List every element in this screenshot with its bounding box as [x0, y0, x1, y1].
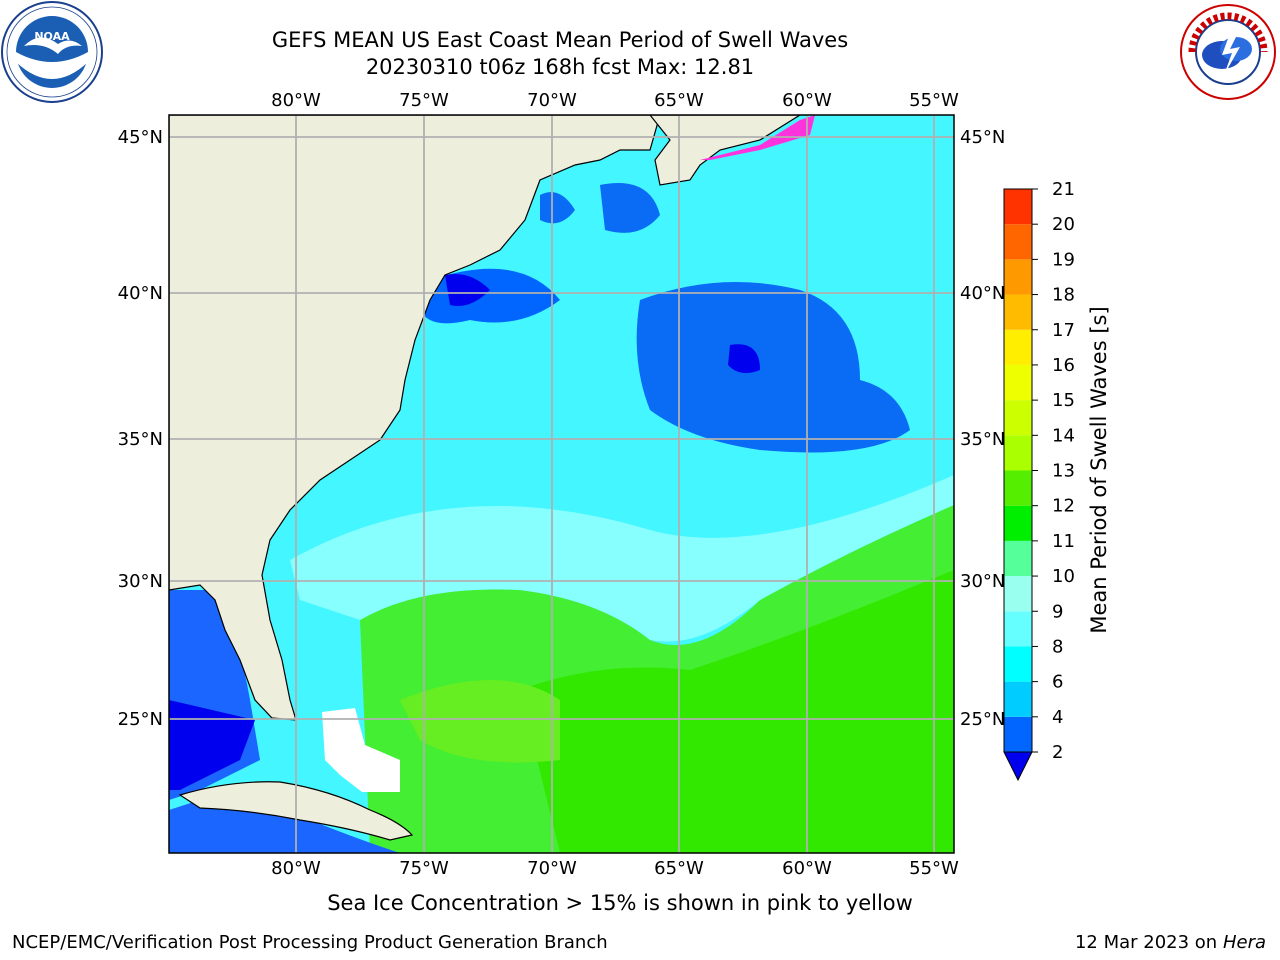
colorbar-tick-label: 12 [1052, 496, 1075, 517]
lat-label-right: 45°N [960, 127, 1005, 148]
colorbar-segment [1004, 576, 1032, 612]
lat-label-right: 40°N [960, 283, 1005, 304]
colorbar-tick-label: 17 [1052, 320, 1075, 341]
colorbar-segment [1004, 540, 1032, 577]
colorbar-segment [1004, 259, 1032, 295]
swell-zone-green-west [400, 680, 560, 763]
producer-credit: NCEP/EMC/Verification Post Processing Pr… [12, 932, 608, 953]
graticule [169, 115, 954, 853]
colorbar-tick-label: 15 [1052, 390, 1075, 411]
swell-zone-2-4s-gulf-maine [540, 192, 575, 224]
colorbar-segment [1004, 505, 1032, 541]
colorbar-tick-label: 16 [1052, 355, 1075, 376]
colorbar-under-arrow [1003, 751, 1033, 782]
noaa-logo-icon: NOAA [1, 1, 103, 103]
colorbar-segment [1004, 224, 1032, 260]
lon-labels-top: 80°W 75°W 70°W 65°W 60°W 55°W [271, 90, 959, 111]
colorbar-tick-label: 11 [1052, 531, 1075, 552]
swell-zone-2-4s-north [600, 183, 660, 233]
lat-label-right: 25°N [960, 709, 1005, 730]
gulf-under-2s [169, 700, 255, 790]
lon-label-top: 55°W [909, 90, 959, 111]
nws-logo-icon [1180, 4, 1276, 100]
lat-label-left: 25°N [118, 709, 163, 730]
colorbar-tick-label: 14 [1052, 425, 1075, 446]
swell-zone-under-2s-offshore [728, 344, 760, 374]
lon-labels-bottom: 80°W 75°W 70°W 65°W 60°W 55°W [271, 858, 959, 879]
lon-label-top: 80°W [271, 90, 321, 111]
run-date: 12 Mar 2023 on Hera [1075, 932, 1266, 953]
lon-label-top: 65°W [654, 90, 704, 111]
colorbar-tick-label: 9 [1052, 601, 1063, 622]
colorbar-tick-label: 13 [1052, 461, 1075, 482]
lon-label-bottom: 65°W [654, 858, 704, 879]
lon-label-bottom: 80°W [271, 858, 321, 879]
caribbean-field [169, 800, 400, 853]
swell-zone-8-9s [290, 475, 954, 642]
swell-zone-under-2s [445, 274, 490, 306]
lon-label-bottom: 70°W [527, 858, 577, 879]
lat-label-right: 35°N [960, 429, 1005, 450]
swell-zone-11-12s [520, 570, 954, 853]
colorbar-segment [1004, 329, 1032, 365]
lon-label-bottom: 55°W [909, 858, 959, 879]
lat-labels-right: 45°N 40°N 35°N 30°N 25°N [960, 127, 1005, 730]
svg-text:NOAA: NOAA [34, 30, 70, 43]
lat-label-right: 30°N [960, 571, 1005, 592]
map-title: GEFS MEAN US East Coast Mean Period of S… [271, 28, 849, 52]
colorbar-segment [1004, 611, 1032, 647]
colorbar-tick-label: 6 [1052, 672, 1063, 693]
colorbar-segment [1004, 716, 1032, 752]
colorbar-segment [1004, 435, 1032, 471]
lon-label-bottom: 60°W [782, 858, 832, 879]
colorbar-segment [1004, 400, 1032, 436]
colorbar-tick-label: 4 [1052, 707, 1063, 728]
colorbar-tick-label: 21 [1052, 179, 1075, 200]
lon-label-top: 60°W [782, 90, 832, 111]
map-frame [168, 114, 955, 854]
colorbar-segment [1004, 646, 1032, 682]
lon-label-bottom: 75°W [399, 858, 449, 879]
colorbar-segment [1004, 681, 1032, 717]
colorbar-segment [1004, 364, 1032, 401]
machine-name: Hera [1222, 932, 1266, 953]
colorbar-segment [1004, 294, 1032, 330]
run-date-text: 12 Mar 2023 on [1074, 932, 1218, 953]
lon-label-top: 75°W [399, 90, 449, 111]
north-america-land [169, 115, 661, 721]
colorbar-tick-label: 10 [1052, 566, 1075, 587]
swell-zone-2-4s-offshore [636, 282, 910, 453]
bahamas-banks [322, 708, 400, 792]
colorbar-label: Mean Period of Swell Waves [s] [1087, 306, 1111, 633]
lat-label-left: 45°N [118, 127, 163, 148]
colorbar-tick-label: 19 [1052, 249, 1075, 270]
nova-scotia-land [649, 115, 802, 186]
colorbar-tick-label: 2 [1052, 742, 1063, 763]
colorbar-segment [1004, 470, 1032, 506]
lat-label-left: 30°N [118, 571, 163, 592]
lat-label-left: 35°N [118, 429, 163, 450]
sea-ice-note: Sea Ice Concentration > 15% is shown in … [327, 891, 913, 915]
lat-labels-left: 45°N 40°N 35°N 30°N 25°N [118, 127, 163, 730]
colorbar-tick-label: 20 [1052, 214, 1075, 235]
colorbar: 2 4 6 8 9 10 11 12 13 14 15 16 17 18 19 20 21 [1003, 179, 1075, 782]
lon-label-top: 70°W [527, 90, 577, 111]
colorbar-segment [1004, 189, 1032, 225]
colorbar-tick-label: 8 [1052, 636, 1063, 657]
colorbar-tick-label: 18 [1052, 285, 1075, 306]
map-subtitle: 20230310 t06z 168h fcst Max: 12.81 [365, 55, 755, 79]
lat-label-left: 40°N [118, 283, 163, 304]
